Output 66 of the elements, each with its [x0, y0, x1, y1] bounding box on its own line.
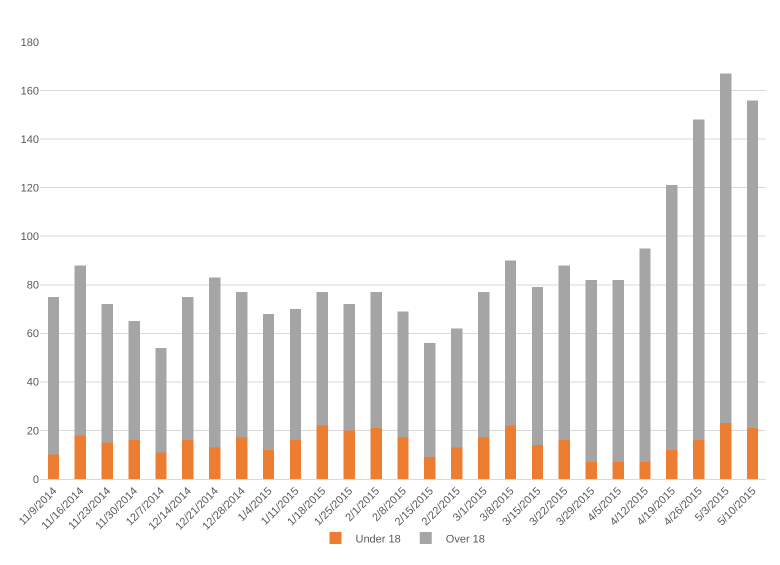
bar	[48, 454, 60, 479]
y-tick-label: 140	[20, 134, 39, 146]
bar	[532, 445, 544, 479]
bar	[262, 450, 274, 479]
y-tick-label: 0	[32, 474, 39, 486]
bar	[558, 440, 570, 479]
y-tick-label: 120	[20, 182, 39, 195]
bar	[720, 423, 732, 479]
bar	[397, 311, 409, 438]
bar	[397, 438, 409, 479]
bar	[693, 120, 704, 440]
bar	[478, 438, 490, 479]
bar	[74, 265, 86, 436]
bar	[586, 462, 597, 479]
bar	[74, 435, 86, 479]
bar	[182, 440, 194, 479]
bar	[746, 100, 758, 428]
bar	[424, 343, 436, 458]
bar	[504, 260, 516, 426]
y-tick-label: 80	[26, 280, 39, 292]
bar	[290, 440, 302, 479]
bar	[424, 457, 436, 479]
y-tick-label: 100	[20, 231, 39, 244]
bar	[370, 428, 382, 479]
bar	[666, 450, 678, 479]
bar	[344, 430, 355, 479]
bar	[370, 292, 382, 428]
legend-label: Under 18	[356, 533, 401, 546]
bar	[451, 447, 462, 479]
bar	[720, 74, 732, 424]
bar	[209, 277, 220, 448]
bar	[586, 280, 597, 462]
bar	[666, 185, 678, 450]
bar	[155, 348, 167, 452]
bar	[155, 452, 167, 479]
bar	[639, 248, 651, 462]
bar	[102, 442, 113, 479]
bar	[290, 309, 302, 440]
y-tick-label: 20	[26, 425, 39, 438]
bar	[262, 314, 274, 450]
bar	[236, 292, 248, 438]
bar	[746, 428, 758, 479]
y-tick-label: 40	[26, 376, 39, 389]
bar	[693, 440, 704, 479]
y-tick-label: 60	[26, 328, 39, 340]
bar	[451, 328, 462, 448]
bar	[532, 287, 544, 446]
bar	[504, 426, 516, 479]
bar	[639, 462, 651, 479]
bar	[316, 426, 328, 479]
bar	[558, 265, 570, 440]
bar	[48, 296, 60, 455]
bar	[478, 292, 490, 438]
bar	[316, 292, 328, 426]
bar	[612, 462, 624, 479]
y-tick-label: 160	[20, 85, 39, 98]
bar	[209, 447, 220, 479]
bar	[128, 321, 140, 440]
bar	[102, 304, 113, 443]
bar	[612, 280, 624, 462]
bar	[344, 304, 355, 430]
legend-label: Over 18	[446, 533, 485, 546]
bar	[236, 438, 248, 479]
y-tick-label: 180	[20, 36, 39, 49]
bar	[128, 440, 140, 479]
bar	[182, 296, 194, 440]
